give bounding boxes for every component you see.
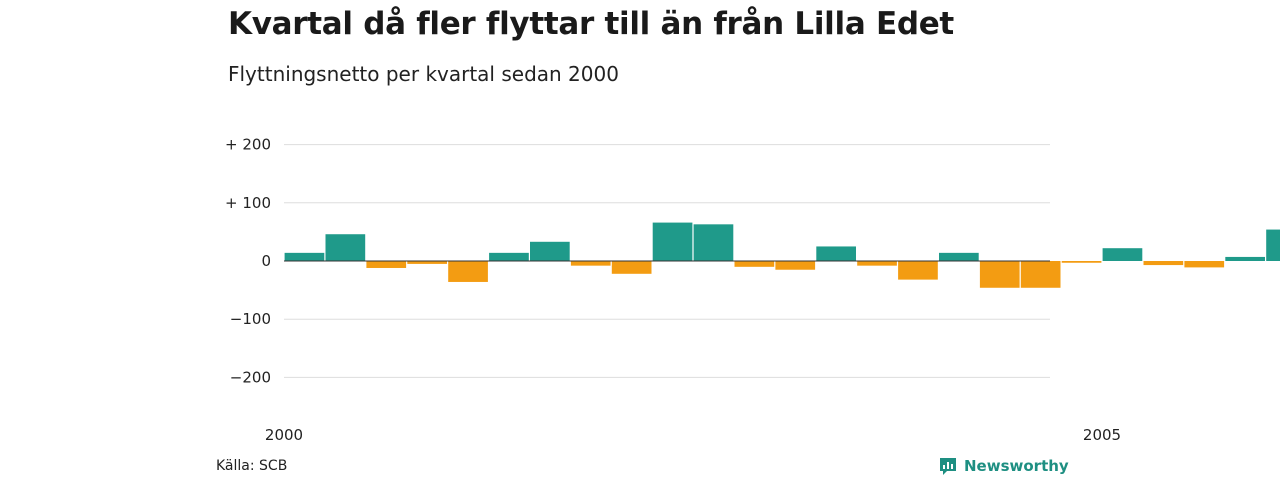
bar-2003Q1	[775, 261, 816, 270]
y-tick-label: 0	[261, 252, 271, 270]
bar-2001Q4	[570, 261, 611, 266]
bar-2001Q1	[448, 261, 488, 282]
y-tick-label: −200	[230, 368, 271, 386]
chart-subtitle: Flyttningsnetto per kvartal sedan 2000	[228, 62, 619, 86]
bar-2005Q1	[1102, 248, 1143, 261]
bar-2000Q1	[284, 252, 325, 261]
bar-2000Q2	[325, 234, 366, 261]
bar-2003Q4	[898, 261, 938, 280]
y-tick-label: −100	[230, 310, 271, 328]
bar-2004Q3	[1020, 261, 1061, 288]
bar-2004Q1	[939, 252, 979, 261]
x-axis-labels: 20002005201020152020	[265, 426, 1121, 444]
bars	[284, 222, 1280, 288]
bar-2000Q4	[407, 261, 447, 264]
bar-2001Q2	[489, 252, 529, 261]
bar-2002Q4	[734, 261, 775, 267]
bar-2002Q1	[611, 261, 652, 274]
bar-2003Q3	[857, 261, 897, 266]
x-tick-label: 2005	[1083, 426, 1121, 444]
bar-2003Q2	[816, 246, 856, 261]
y-axis-labels: + 200 + 100 0 −100 −200	[225, 136, 271, 387]
bar-2002Q2	[652, 222, 693, 261]
bar-2005Q2	[1143, 261, 1184, 266]
bar-2004Q2	[979, 261, 1020, 288]
bar-chart-icon	[940, 458, 956, 475]
x-tick-label: 2000	[265, 426, 303, 444]
y-tick-label: + 200	[225, 136, 271, 154]
bar-2005Q3	[1184, 261, 1225, 268]
bar-2000Q3	[366, 261, 407, 268]
chart-title: Kvartal då fler flyttar till än från Lil…	[228, 6, 954, 42]
bar-2004Q4	[1061, 261, 1102, 263]
bar-2002Q3	[693, 224, 734, 261]
bar-2001Q3	[530, 241, 570, 261]
bar-2006Q1	[1266, 229, 1280, 261]
source-note: Källa: SCB	[216, 458, 288, 474]
brand-name: Newsworthy	[964, 457, 1069, 475]
bar-2005Q4	[1225, 256, 1265, 261]
y-tick-label: + 100	[225, 194, 271, 212]
brand-logo: Newsworthy	[938, 456, 1069, 476]
